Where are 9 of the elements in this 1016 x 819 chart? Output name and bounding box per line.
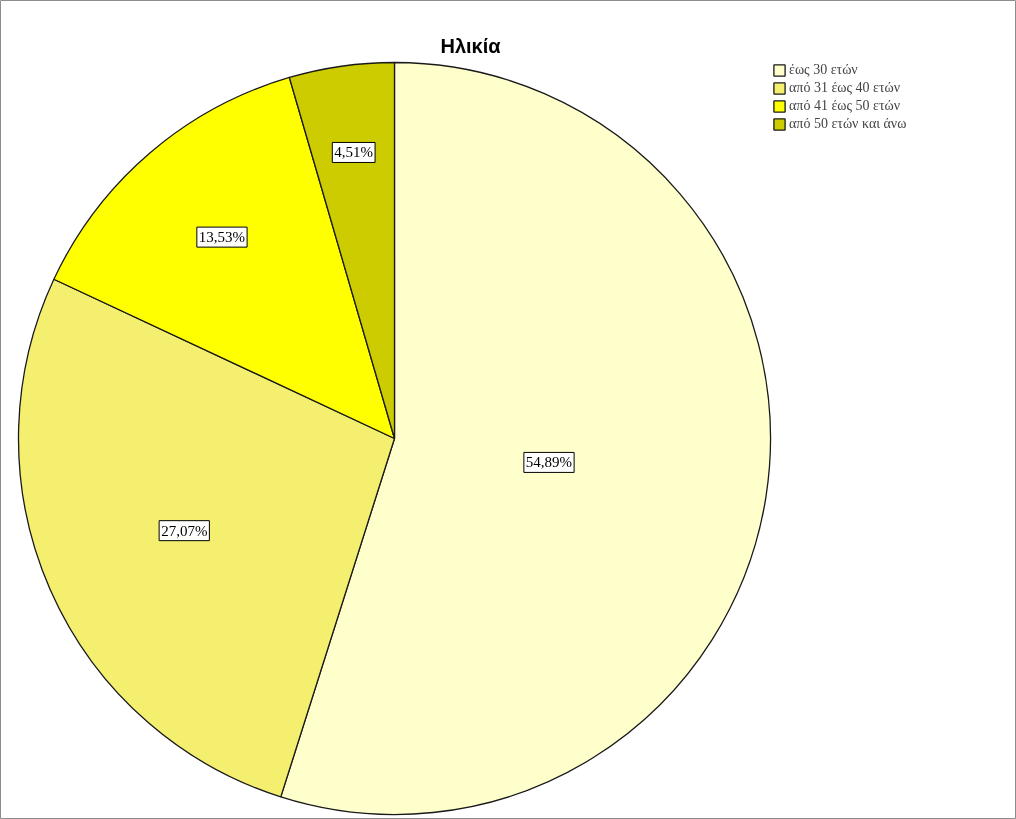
legend-label: από 31 έως 40 ετών — [789, 80, 901, 96]
legend-label: από 41 έως 50 ετών — [789, 98, 901, 114]
data-label: 4,51% — [334, 144, 374, 161]
legend-label: από 50 ετών και άνω — [789, 116, 907, 132]
data-label: 13,53% — [198, 229, 246, 246]
legend-label: έως 30 ετών — [789, 62, 858, 78]
chart-title: Ηλικία — [440, 34, 502, 57]
data-label: 27,07% — [161, 522, 208, 539]
data-label: 54,89% — [525, 454, 573, 471]
